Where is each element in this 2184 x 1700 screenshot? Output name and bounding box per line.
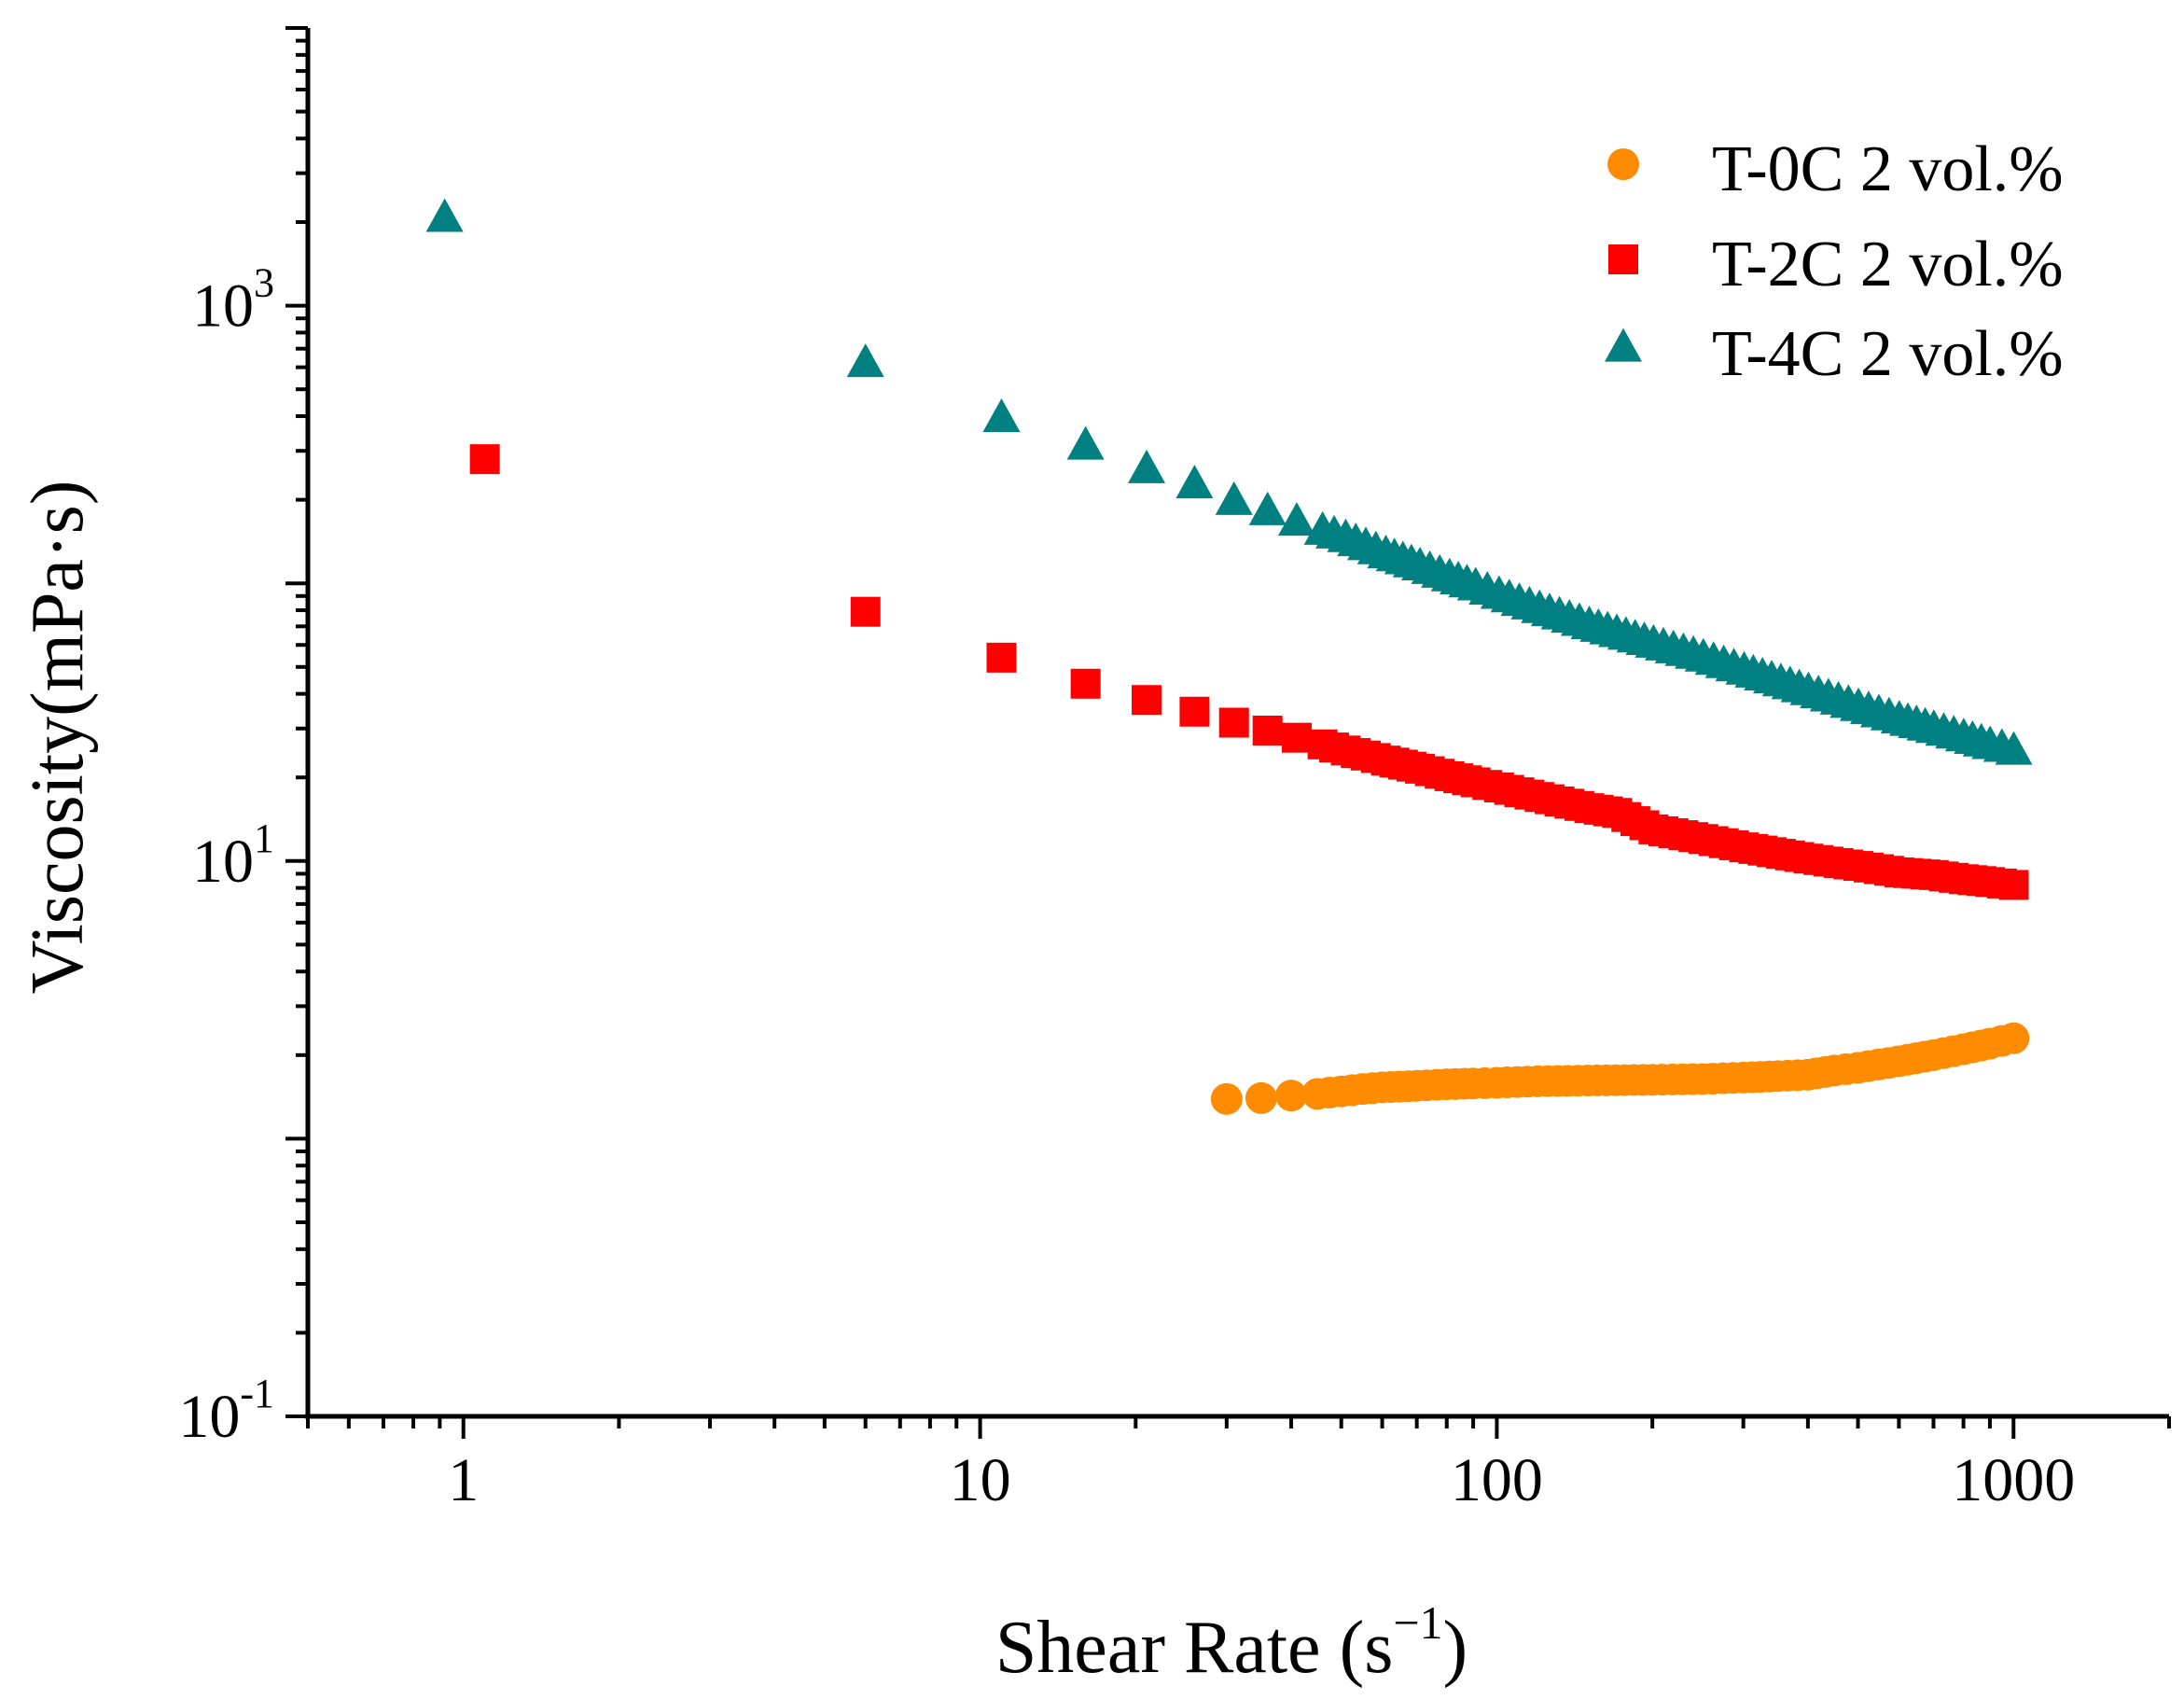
legend-label: T-4C 2 vol.% — [1712, 318, 2064, 390]
data-point-square — [1070, 668, 1101, 699]
data-point-square — [1132, 685, 1162, 716]
data-point-square — [469, 444, 500, 475]
data-point-square — [850, 596, 881, 627]
data-point-triangle — [846, 343, 884, 378]
axis-ticks — [285, 26, 2171, 1439]
data-point-square — [1998, 870, 2029, 900]
data-series — [425, 198, 2033, 1115]
data-point-triangle — [425, 198, 464, 232]
tick-labels: 1 10 100 1000 10-1 101 103 — [178, 260, 2075, 1514]
data-point-square — [1218, 707, 1249, 738]
x-tick-label: 100 — [1451, 1446, 1543, 1514]
data-point-triangle — [1175, 465, 1214, 499]
data-point-triangle — [1995, 731, 2033, 765]
legend: T-0C 2 vol.% T-2C 2 vol.% T-4C 2 vol.% — [1605, 133, 2064, 390]
legend-item: T-4C 2 vol.% — [1605, 318, 2064, 390]
data-point-square — [1281, 722, 1312, 753]
data-point-square — [1179, 696, 1210, 727]
data-point-circle — [1275, 1080, 1308, 1112]
data-point-triangle — [1248, 491, 1287, 525]
y-axis-title: Viscosity(mPa·s) — [17, 481, 99, 995]
data-point-triangle — [1277, 502, 1315, 536]
x-tick-label: 1 — [448, 1446, 479, 1514]
data-point-circle — [1210, 1082, 1243, 1115]
legend-item: T-2C 2 vol.% — [1608, 229, 2064, 300]
data-point-square — [1252, 715, 1283, 745]
data-point-triangle — [1066, 425, 1105, 460]
data-point-triangle — [1215, 481, 1253, 515]
data-point-triangle — [1128, 449, 1166, 483]
series-1 — [469, 444, 2029, 900]
legend-label: T-2C 2 vol.% — [1712, 229, 2064, 300]
legend-marker-square — [1608, 244, 1638, 274]
data-point-circle — [1245, 1081, 1277, 1114]
data-point-triangle — [982, 397, 1021, 432]
series-0 — [1210, 1022, 2030, 1115]
x-axis-title: Shear Rate (s−1) — [995, 1596, 1468, 1689]
y-tick-label: 10-1 — [178, 1371, 274, 1451]
legend-label: T-0C 2 vol.% — [1712, 133, 2064, 205]
x-tick-label: 1000 — [1952, 1446, 2075, 1514]
legend-item: T-0C 2 vol.% — [1607, 133, 2064, 205]
legend-marker-triangle — [1605, 327, 1642, 362]
data-point-circle — [1997, 1022, 2030, 1054]
data-point-square — [986, 642, 1017, 673]
y-tick-label: 103 — [192, 260, 274, 341]
y-tick-label: 101 — [192, 815, 274, 896]
legend-marker-circle — [1607, 148, 1639, 180]
x-tick-label: 10 — [950, 1446, 1011, 1514]
series-2 — [425, 198, 2033, 765]
